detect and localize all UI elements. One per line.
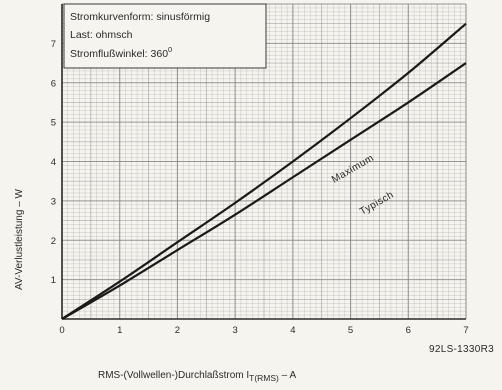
series-line-typisch xyxy=(61,62,467,320)
x-tick-label: 0 xyxy=(59,325,64,336)
x-tick-label: 1 xyxy=(117,325,122,336)
y-tick-label: 6 xyxy=(51,78,56,89)
x-tick-label: 5 xyxy=(348,325,353,336)
info-line-3: Stromflußwinkel: 3600 xyxy=(70,45,172,60)
x-tick-label: 4 xyxy=(290,325,295,336)
y-tick-label: 1 xyxy=(51,275,56,286)
info-line-1: Stromkurvenform: sinusförmig xyxy=(70,11,210,23)
reference-code: 92LS-1330R3 xyxy=(429,344,494,355)
axes: 0 1 2 3 4 5 6 7 1 2 3 4 5 6 7 xyxy=(51,4,469,336)
x-axis-title: RMS-(Vollwellen-)Durchlaßstrom IT(RMS) –… xyxy=(98,370,296,383)
x-axis-title-unit: – A xyxy=(279,370,297,381)
x-axis-title-text: RMS-(Vollwellen-)Durchlaßstrom I xyxy=(98,370,249,381)
series-lines xyxy=(61,22,467,320)
x-tick-label: 7 xyxy=(463,325,468,336)
x-tick-label: 6 xyxy=(406,325,411,336)
series-line-maximum xyxy=(61,22,467,320)
info-line-2: Last: ohmsch xyxy=(70,29,133,41)
info-box-frame xyxy=(63,3,267,69)
info-box: Stromkurvenform: sinusförmig Last: ohmsc… xyxy=(63,3,267,69)
x-tick-label: 2 xyxy=(175,325,180,336)
x-tick-label: 3 xyxy=(232,325,237,336)
y-tick-label: 5 xyxy=(51,118,56,129)
info-line-3-superscript: 0 xyxy=(168,45,172,54)
x-axis-title-subscript: T(RMS) xyxy=(249,373,279,383)
y-axis-title: AV-Verlustleistung – W xyxy=(14,188,25,290)
y-tick-label: 3 xyxy=(51,196,56,207)
y-tick-label: 4 xyxy=(51,157,56,168)
info-line-3-text: Stromflußwinkel: 360 xyxy=(70,48,168,60)
y-tick-label: 7 xyxy=(51,39,56,50)
y-tick-label: 2 xyxy=(51,236,56,247)
